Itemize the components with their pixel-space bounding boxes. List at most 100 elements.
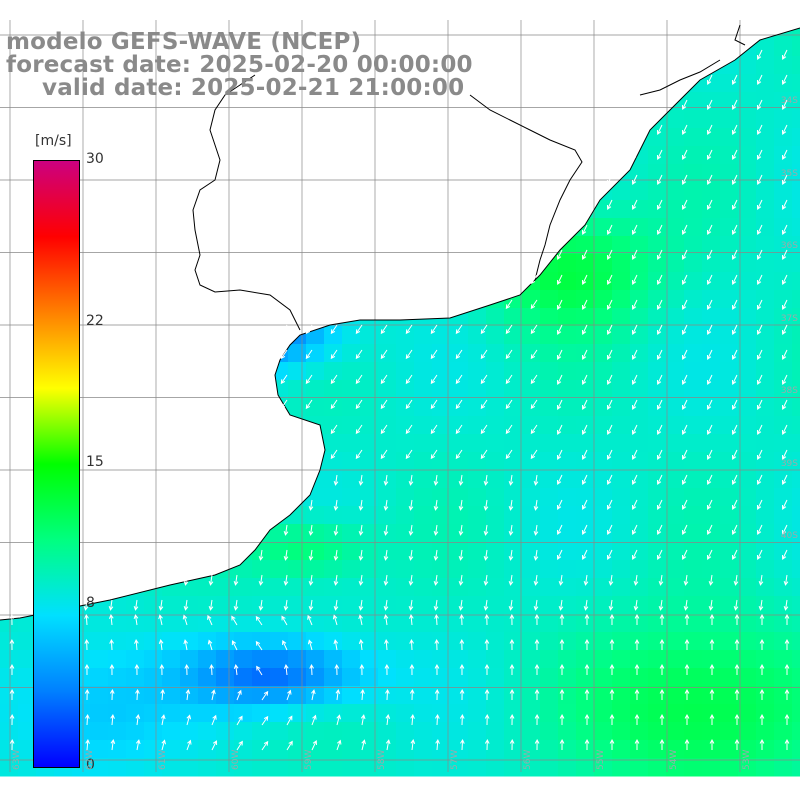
wind-cell: [774, 596, 793, 615]
wind-cell: [666, 686, 685, 705]
wind-arrow: [455, 399, 463, 410]
wind-cell: [648, 326, 667, 345]
wind-arrow: [408, 574, 414, 586]
wind-cell: [252, 686, 271, 705]
wind-arrow: [756, 274, 763, 285]
wind-cell: [648, 650, 667, 669]
wind-arrow: [430, 324, 438, 335]
wind-arrow: [405, 374, 413, 385]
wind-cell: [720, 704, 739, 723]
wind-cell: [612, 380, 631, 399]
wind-cell: [702, 578, 721, 597]
wind-cell: [414, 506, 433, 525]
wind-cell: [720, 200, 739, 219]
wind-cell: [756, 740, 775, 759]
wind-cell: [252, 758, 271, 777]
wind-cell: [756, 452, 775, 471]
wind-cell: [666, 632, 685, 651]
wind-cell: [18, 632, 37, 651]
wind-cell: [504, 488, 523, 507]
wind-arrow: [731, 224, 738, 235]
wind-arrow: [759, 663, 765, 675]
wind-arrow: [308, 499, 314, 511]
wind-arrow: [509, 613, 515, 626]
wind-arrow: [458, 499, 464, 511]
wind-arrow: [330, 349, 338, 360]
wind-cell: [486, 596, 505, 615]
wind-arrow: [405, 349, 413, 360]
wind-arrow: [756, 199, 763, 210]
wind-cell: [774, 578, 793, 597]
wind-cell: [198, 578, 217, 597]
wind-cell: [738, 722, 757, 741]
wind-arrow: [683, 574, 689, 586]
wind-cell: [594, 272, 613, 291]
wind-cell: [792, 344, 800, 363]
wind-cell: [594, 416, 613, 435]
latitude-label: 37S: [780, 313, 798, 324]
wind-cell: [486, 668, 505, 687]
wind-cell: [414, 650, 433, 669]
wind-cell: [666, 398, 685, 417]
wind-cell: [414, 488, 433, 507]
wind-arrow: [430, 374, 438, 385]
wind-arrow: [307, 614, 313, 626]
wind-cell: [216, 758, 235, 777]
wind-cell: [594, 290, 613, 309]
wind-arrow: [656, 349, 663, 360]
wind-cell: [594, 758, 613, 777]
wind-cell: [378, 614, 397, 633]
wind-cell: [540, 524, 559, 543]
wind-cell: [162, 758, 181, 777]
wind-arrow: [158, 639, 164, 651]
wind-arrow: [556, 399, 563, 410]
wind-arrow: [606, 274, 613, 285]
wind-cell: [180, 614, 199, 633]
wind-cell: [738, 110, 757, 129]
wind-cell: [234, 704, 253, 723]
wind-cell: [288, 578, 307, 597]
wind-arrow: [784, 663, 790, 675]
wind-cell: [720, 236, 739, 255]
wind-cell: [684, 182, 703, 201]
wind-cell: [288, 380, 307, 399]
wind-arrow: [380, 324, 388, 335]
wind-cell: [522, 506, 541, 525]
wind-cell: [396, 416, 415, 435]
wind-arrow: [681, 149, 688, 160]
wind-cell: [558, 470, 577, 489]
wind-cell: [468, 344, 487, 363]
wind-cell: [702, 704, 721, 723]
wind-cell: [216, 578, 235, 597]
wind-cell: [720, 542, 739, 561]
wind-arrow: [133, 549, 139, 561]
wind-cell: [576, 578, 595, 597]
wind-cell: [612, 452, 631, 471]
wind-cell: [720, 758, 739, 777]
wind-cell: [396, 740, 415, 759]
wind-cell: [720, 632, 739, 651]
wind-cell: [666, 344, 685, 363]
wind-cell: [270, 704, 289, 723]
wind-cell: [126, 704, 145, 723]
wind-cell: [576, 614, 595, 633]
wind-cell: [180, 596, 199, 615]
wind-cell: [234, 740, 253, 759]
wind-arrow: [781, 449, 788, 460]
wind-arrow: [581, 299, 588, 310]
wind-arrow: [609, 613, 615, 626]
wind-arrow: [584, 663, 590, 676]
wind-arrow: [258, 499, 264, 511]
wind-cell: [414, 740, 433, 759]
wind-cell: [648, 578, 667, 597]
wind-cell: [684, 344, 703, 363]
wind-arrow: [559, 688, 565, 701]
wind-arrow: [84, 663, 90, 676]
wind-cell: [414, 632, 433, 651]
wind-cell: [792, 650, 800, 669]
wind-cell: [540, 488, 559, 507]
wind-cell: [558, 344, 577, 363]
wind-cell: [414, 686, 433, 705]
wind-cell: [558, 614, 577, 633]
wind-cell: [486, 470, 505, 489]
